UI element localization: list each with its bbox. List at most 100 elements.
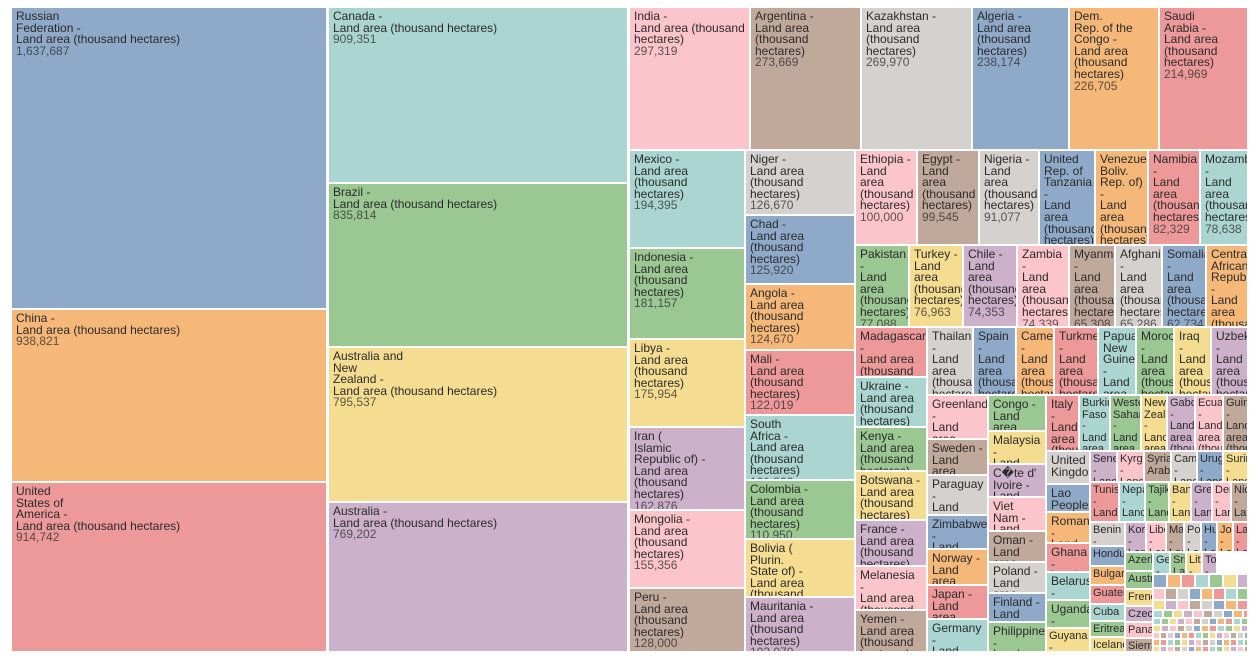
treemap-small-tile[interactable] <box>1224 611 1232 617</box>
treemap-tile[interactable]: Togo - Land area (thousand hectares) <box>1203 553 1216 573</box>
treemap-small-tile[interactable] <box>1217 640 1222 645</box>
treemap-tile[interactable]: Egypt - Land area (thousand hectares) 99,… <box>918 151 978 244</box>
treemap-tile[interactable]: Finland - Land area (thousand hectares) <box>989 594 1045 621</box>
treemap-tile[interactable]: Algeria - Land area (thousand hectares) 2… <box>973 8 1068 149</box>
treemap-small-tile[interactable] <box>1175 647 1180 651</box>
treemap-tile[interactable]: Ecuador - Land area (thousand hectares)2… <box>1196 396 1222 450</box>
treemap-tile[interactable]: Kyrgyzstan - Land area (thousand hectare… <box>1118 452 1143 481</box>
treemap-tile[interactable]: Zimbabwe - Land area (thousand hectares)… <box>928 516 987 548</box>
treemap-small-tile[interactable] <box>1203 640 1208 645</box>
treemap-tile[interactable]: Belarus - Land area (thousand hectares) <box>1047 573 1089 599</box>
treemap-tile[interactable]: Canada - Land area (thousand hectares) 90… <box>329 8 627 182</box>
treemap-small-tile[interactable] <box>1245 640 1247 645</box>
treemap-small-tile[interactable] <box>1190 589 1200 599</box>
treemap-tile[interactable]: Turkey - Land area (thousand hectares)76… <box>910 246 962 326</box>
treemap-tile[interactable]: Honduras - Land area (thousand hectares) <box>1091 547 1124 565</box>
treemap-small-tile[interactable] <box>1217 633 1222 638</box>
treemap-small-tile[interactable] <box>1242 619 1247 624</box>
treemap-tile[interactable]: Kazakhstan - Land area (thousand hectare… <box>862 8 971 149</box>
treemap-small-tile[interactable] <box>1234 626 1240 631</box>
treemap-small-tile[interactable] <box>1182 633 1187 638</box>
treemap-small-tile[interactable] <box>1170 619 1176 624</box>
treemap-small-tile[interactable] <box>1245 633 1247 638</box>
treemap-tile[interactable]: Iraq - Land area (thousand hectares)43,4… <box>1175 328 1210 394</box>
treemap-small-tile[interactable] <box>1238 589 1247 599</box>
treemap-tile[interactable]: Saudi Arabia - Land area (thousand hecta… <box>1160 8 1247 149</box>
treemap-small-tile[interactable] <box>1202 619 1208 624</box>
treemap-tile[interactable]: Tajikistan - Land area (thousand hectare… <box>1146 483 1168 521</box>
treemap-small-tile[interactable] <box>1154 589 1164 599</box>
treemap-tile[interactable]: Thailand - Land area (thousand hectares)… <box>928 328 972 394</box>
treemap-tile[interactable]: Germany - Land area (thousand hectares) <box>928 620 987 651</box>
treemap-tile[interactable]: Turkmenistan - Land area (thousand hecta… <box>1055 328 1097 394</box>
treemap-small-tile[interactable] <box>1234 611 1242 617</box>
treemap-small-tile[interactable] <box>1162 626 1168 631</box>
treemap-small-tile[interactable] <box>1162 619 1168 624</box>
treemap-small-tile[interactable] <box>1226 601 1236 609</box>
treemap-small-tile[interactable] <box>1182 640 1187 645</box>
treemap-small-tile[interactable] <box>1218 619 1224 624</box>
treemap-tile[interactable]: Malaysia - Land area (thousand hectares) <box>989 432 1045 463</box>
treemap-small-tile[interactable] <box>1231 640 1236 645</box>
treemap-tile[interactable]: French - Land area (thousand hectares) <box>1126 590 1152 605</box>
treemap-small-tile[interactable] <box>1238 640 1243 645</box>
treemap-tile[interactable]: Brazil - Land area (thousand hectares) 83… <box>329 184 627 346</box>
treemap-tile[interactable]: Mauritania - Land area (thousand hectare… <box>746 598 854 651</box>
treemap-tile[interactable]: Yemen - Land area (thousand hectares)52,… <box>856 611 926 651</box>
treemap-small-tile[interactable] <box>1154 601 1164 609</box>
treemap-tile[interactable]: Tunisia - Land area (thousand hectares) <box>1091 483 1118 521</box>
treemap-tile[interactable]: Liberia - Land area (thousand hectares) <box>1147 523 1165 551</box>
treemap-tile[interactable]: Viet Nam - Land area (thousand hectares) <box>989 498 1045 530</box>
treemap-small-tile[interactable] <box>1178 589 1188 599</box>
treemap-small-tile[interactable] <box>1174 611 1182 617</box>
treemap-small-tile[interactable] <box>1154 575 1166 587</box>
treemap-tile[interactable]: Malawi - Land area (thousand hectares) <box>1167 523 1183 551</box>
treemap-tile[interactable]: Lithuania - Land area (thousand hectares… <box>1187 553 1201 573</box>
treemap-tile[interactable]: Denmark - Land area (thousand hectares) <box>1213 483 1230 521</box>
treemap-tile[interactable]: C�te d' Ivoire - Land area (thousand hec… <box>989 465 1045 496</box>
treemap-tile[interactable]: Jordan - Land area (thousand hectares) <box>1218 523 1232 551</box>
treemap-tile[interactable]: Uzbekistan - Land area (thousand hectare… <box>1212 328 1247 394</box>
treemap-tile[interactable]: Myanmar - Land area (thousand hectares)6… <box>1070 246 1114 326</box>
treemap-small-tile[interactable] <box>1170 626 1176 631</box>
treemap-small-tile[interactable] <box>1238 633 1243 638</box>
treemap-tile[interactable]: Oman - Land area (thousand hectares) <box>989 532 1045 561</box>
treemap-tile[interactable]: Poland - Land area (thousand hectares) <box>989 563 1045 592</box>
treemap-tile[interactable]: Austria - Land area (thousand hectares) <box>1126 572 1152 588</box>
treemap-tile[interactable]: Lao People's - Land area (thousand hecta… <box>1047 485 1089 511</box>
treemap-small-tile[interactable] <box>1214 601 1224 609</box>
treemap-tile[interactable]: Panama - Land area (thousand hectares) <box>1126 623 1152 637</box>
treemap-small-tile[interactable] <box>1168 647 1173 651</box>
treemap-tile[interactable]: Sierra Leone - Land area (thousand hecta… <box>1126 639 1152 651</box>
treemap-tile[interactable]: Mongolia - Land area (thousand hectares)… <box>630 511 744 587</box>
treemap-tile[interactable]: New Zealand - Land area (thousand hectar… <box>1142 396 1166 450</box>
treemap-tile[interactable]: Central African Republic - Land area (th… <box>1207 246 1247 326</box>
treemap-tile[interactable]: Uruguay - Land area (thousand hectares) <box>1198 452 1222 481</box>
treemap-small-tile[interactable] <box>1164 611 1172 617</box>
treemap-tile[interactable]: Sweden - Land area (thousand hectares)40… <box>928 440 987 474</box>
treemap-tile[interactable]: Burkina Faso - Land area (thousand hecta… <box>1080 396 1109 450</box>
treemap-tile[interactable]: Congo - Land area (thousand hectares) <box>989 396 1045 430</box>
treemap-tile[interactable]: Nepal - Land area (thousand hectares) <box>1120 483 1144 521</box>
treemap-tile[interactable]: Benin - Land area (thousand hectares) <box>1091 523 1124 545</box>
treemap-tile[interactable]: Greenland - Land area (thousand hectares… <box>928 396 987 438</box>
treemap-small-tile[interactable] <box>1214 589 1224 599</box>
treemap-tile[interactable]: China - Land area (thousand hectares) 938… <box>12 310 326 481</box>
treemap-small-tile[interactable] <box>1196 647 1201 651</box>
treemap-tile[interactable]: Iran ( Islamic Republic of) - Land area … <box>630 428 744 509</box>
treemap-tile[interactable]: Colombia - Land area (thousand hectares)… <box>746 481 854 538</box>
treemap-small-tile[interactable] <box>1196 633 1201 638</box>
treemap-small-tile[interactable] <box>1154 640 1159 645</box>
treemap-tile[interactable]: Australia - Land area (thousand hectares… <box>329 503 627 651</box>
treemap-small-tile[interactable] <box>1189 640 1194 645</box>
treemap-tile[interactable]: Madagascar - Land area (thousand hectare… <box>856 328 926 376</box>
treemap-small-tile[interactable] <box>1154 633 1159 638</box>
treemap-small-tile[interactable] <box>1210 640 1215 645</box>
treemap-small-tile[interactable] <box>1178 626 1184 631</box>
treemap-tile[interactable]: Argentina - Land area (thousand hectares… <box>751 8 860 149</box>
treemap-tile[interactable]: Guatemala - Land area (thousand hectares… <box>1091 586 1124 603</box>
treemap-small-tile[interactable] <box>1182 647 1187 651</box>
treemap-small-tile[interactable] <box>1238 601 1247 609</box>
treemap-tile[interactable]: Spain - Land area (thousand hectares)49,… <box>974 328 1015 394</box>
treemap-tile[interactable]: Peru - Land area (thousand hectares) 128,… <box>630 589 744 651</box>
